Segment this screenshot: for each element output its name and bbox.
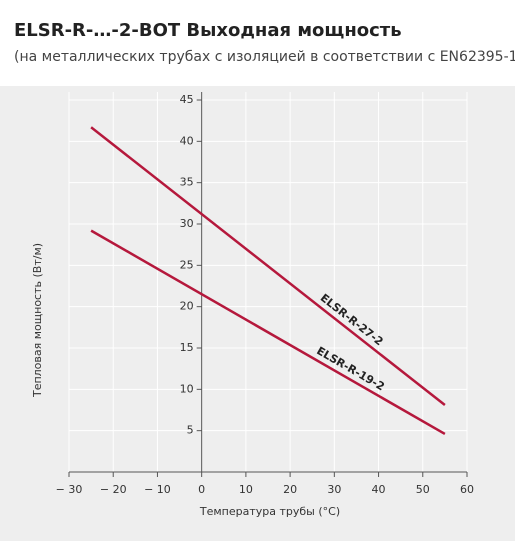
chart-title: ELSR-R-…-2-BOT Выходная мощность — [14, 20, 402, 41]
x-tick-label: 20 — [283, 483, 297, 496]
x-tick-label: 0 — [198, 483, 205, 496]
y-tick-label: 40 — [180, 134, 194, 147]
y-axis-title: Тепловая мощность (Вт/м) — [31, 243, 44, 398]
x-tick-label: 40 — [372, 483, 386, 496]
series-line — [90, 126, 446, 407]
chart-subtitle: (на металлических трубах с изоляцией в с… — [14, 49, 515, 65]
x-tick-label: − 30 — [56, 483, 83, 496]
x-tick-label: 50 — [416, 483, 430, 496]
y-tick-label: 5 — [187, 424, 194, 437]
y-tick-label: 30 — [180, 217, 194, 230]
y-tick-label: 20 — [180, 300, 194, 313]
x-axis-title: Температура трубы (°C) — [199, 505, 340, 518]
plot-panel — [0, 86, 515, 541]
x-tick-label: − 10 — [144, 483, 171, 496]
y-tick-label: 15 — [180, 341, 194, 354]
series-line — [90, 229, 446, 436]
y-tick-label: 45 — [180, 93, 194, 106]
x-tick-label: 60 — [460, 483, 474, 496]
x-tick-label: 10 — [239, 483, 253, 496]
x-tick-label: 30 — [327, 483, 341, 496]
y-tick-label: 25 — [180, 258, 194, 271]
y-tick-label: 10 — [180, 382, 194, 395]
y-tick-label: 35 — [180, 176, 194, 189]
x-tick-label: − 20 — [100, 483, 127, 496]
